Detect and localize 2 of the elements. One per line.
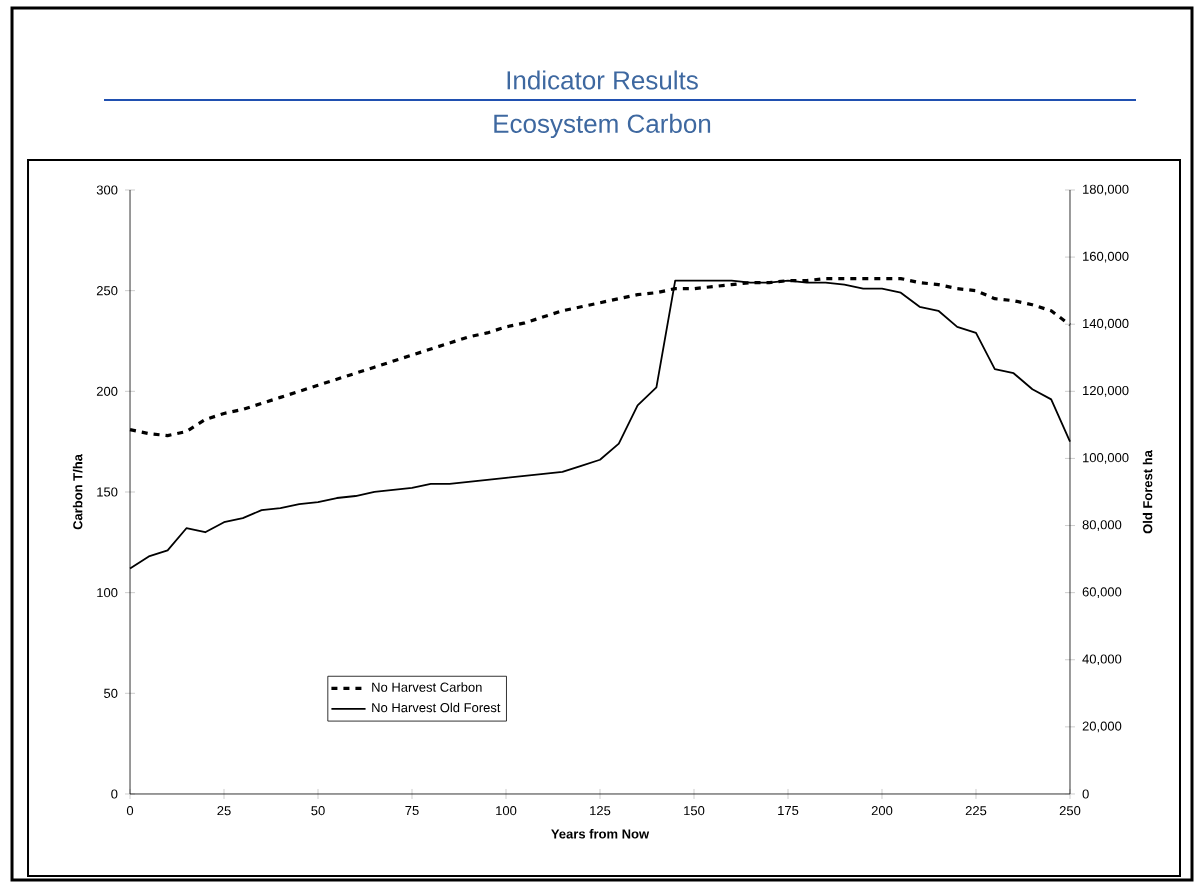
chart-title: Indicator Results: [507, 70, 698, 90]
chart-subtitle: Ecosystem Carbon: [494, 113, 711, 139]
